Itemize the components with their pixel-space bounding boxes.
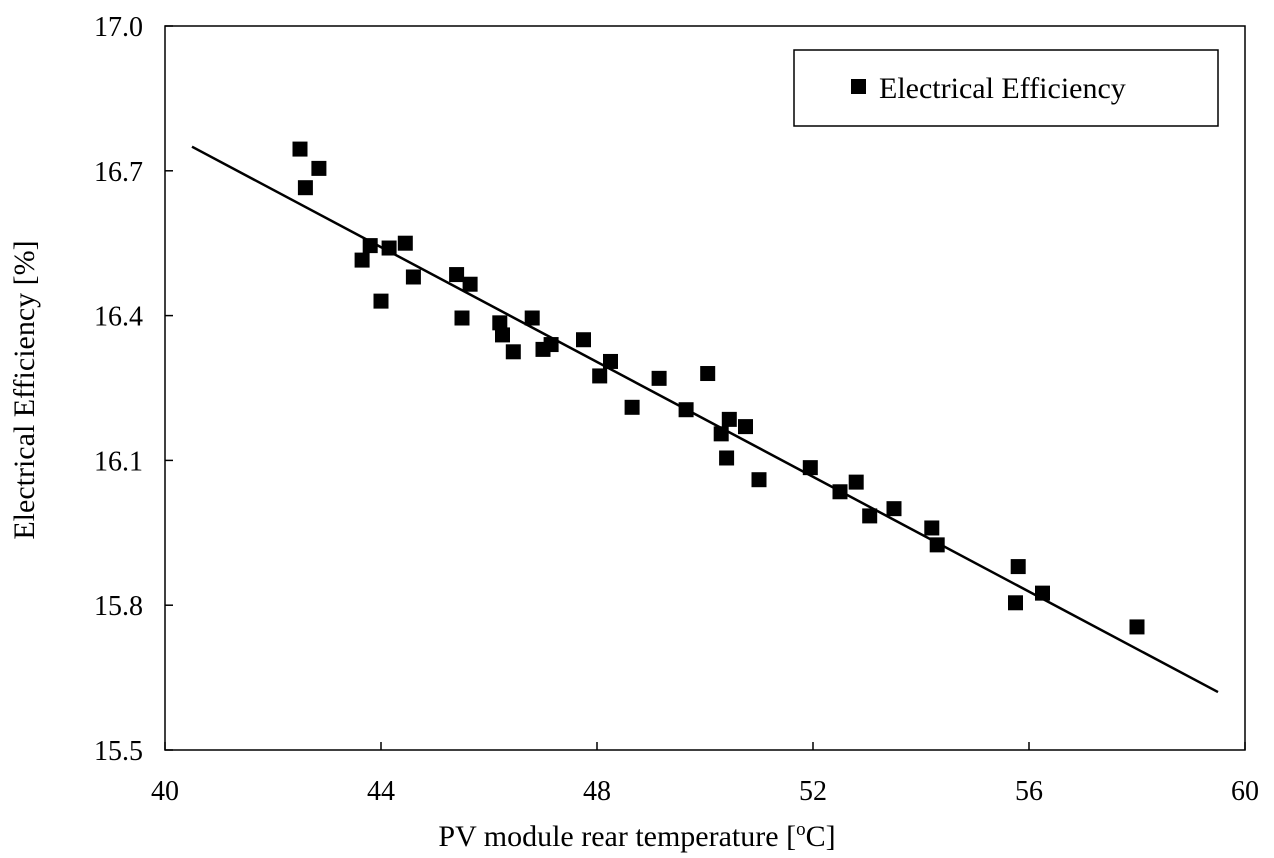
plot-area	[164, 25, 1246, 751]
y-tick-label: 16.4	[94, 302, 143, 333]
data-point	[505, 344, 521, 360]
data-point	[492, 315, 508, 331]
data-point	[454, 310, 470, 326]
data-point	[292, 141, 308, 157]
data-point	[354, 252, 370, 268]
x-tick-label: 60	[1231, 776, 1259, 807]
data-point	[405, 269, 421, 285]
y-tick-label: 16.7	[94, 157, 143, 188]
data-point	[311, 160, 327, 176]
data-point	[624, 399, 640, 415]
trend-line	[191, 145, 1219, 694]
data-point	[738, 419, 753, 435]
data-points	[292, 141, 1145, 635]
data-point	[678, 402, 694, 418]
y-tick-label: 17.0	[94, 12, 143, 43]
axis-tick-labels: 40 44 48 52 56 60 15.5 15.8 16.1 16.4 16.7 17.0	[94, 12, 1259, 807]
data-point	[924, 520, 940, 536]
data-point	[802, 460, 818, 476]
legend: Electrical Efficiency	[793, 49, 1219, 127]
legend-label: Electrical Efficiency	[879, 72, 1126, 105]
data-point	[1010, 559, 1026, 575]
data-point	[543, 337, 559, 353]
data-point	[592, 368, 608, 384]
data-point	[713, 426, 729, 442]
data-point	[651, 370, 667, 386]
x-tick-label: 48	[583, 776, 611, 807]
y-axis-title: Electrical Efficiency [%]	[8, 240, 41, 539]
axis-ticks	[164, 25, 1246, 751]
data-point	[524, 310, 540, 326]
data-point	[1129, 619, 1145, 635]
x-tick-label: 56	[1015, 776, 1043, 807]
x-tick-label: 40	[151, 776, 179, 807]
x-tick-label: 52	[799, 776, 827, 807]
data-point	[700, 366, 716, 382]
data-point	[848, 474, 864, 490]
data-point	[721, 411, 737, 427]
y-tick-label: 15.8	[94, 591, 143, 622]
data-point	[576, 332, 591, 348]
data-point	[381, 240, 397, 256]
data-point	[297, 180, 313, 196]
data-point	[929, 537, 945, 553]
data-point	[362, 238, 378, 254]
x-tick-label: 44	[367, 776, 395, 807]
data-point	[886, 501, 902, 517]
data-point	[449, 267, 465, 283]
legend-marker	[851, 79, 866, 94]
data-point	[832, 484, 848, 500]
data-point	[462, 276, 478, 292]
data-point	[495, 327, 510, 343]
data-point	[862, 508, 878, 524]
data-point	[751, 472, 767, 488]
y-tick-label: 15.5	[94, 736, 143, 767]
data-point	[719, 450, 735, 466]
data-point	[603, 353, 618, 369]
data-point	[1008, 595, 1023, 611]
data-point	[1035, 585, 1050, 601]
data-point	[373, 293, 389, 309]
data-point	[397, 235, 413, 251]
x-axis-title: PV module rear temperature [oC]	[438, 819, 835, 853]
y-tick-label: 16.1	[94, 446, 143, 477]
